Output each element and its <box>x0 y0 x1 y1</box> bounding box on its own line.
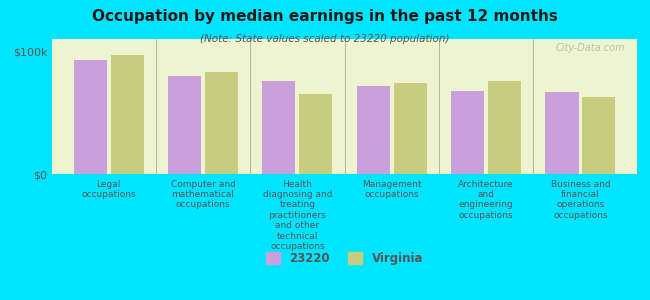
Text: Occupation by median earnings in the past 12 months: Occupation by median earnings in the pas… <box>92 9 558 24</box>
Bar <box>168 76 201 174</box>
Bar <box>393 83 426 174</box>
Bar <box>488 81 521 174</box>
Bar <box>582 97 616 174</box>
Bar <box>299 94 332 174</box>
Bar <box>545 92 578 174</box>
Legend: 23220, Virginia: 23220, Virginia <box>266 252 423 265</box>
Bar <box>111 55 144 174</box>
Bar <box>357 85 390 174</box>
Bar <box>73 60 107 174</box>
Bar <box>205 72 238 174</box>
Bar <box>263 81 296 174</box>
Text: (Note: State values scaled to 23220 population): (Note: State values scaled to 23220 popu… <box>200 34 450 44</box>
Text: City-Data.com: City-Data.com <box>556 43 625 53</box>
Bar <box>451 91 484 174</box>
